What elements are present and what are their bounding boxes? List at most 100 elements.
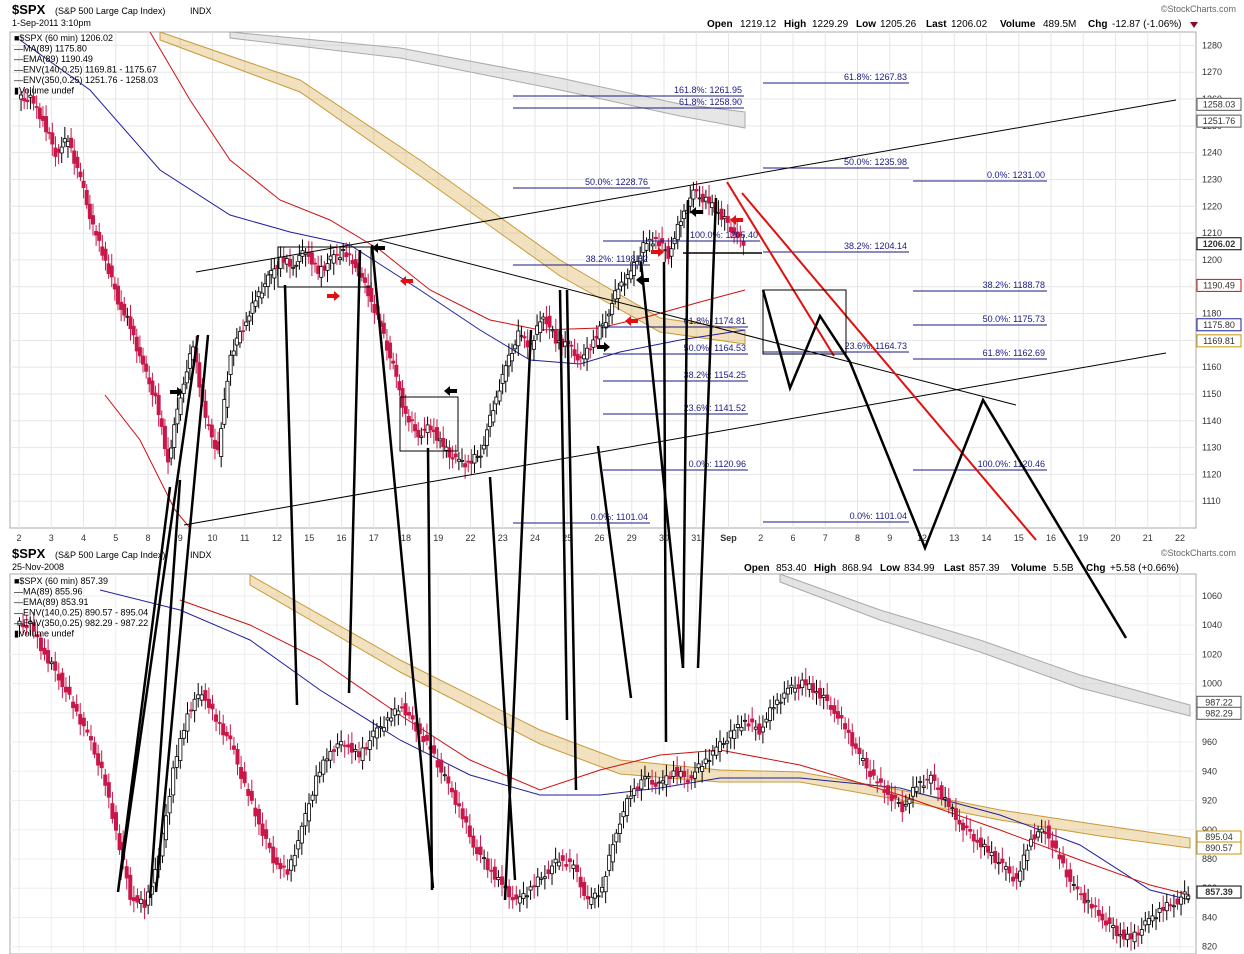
top-candle-body [413,424,418,432]
bottom-candle-body [657,781,662,784]
top-open-value: 1219.12 [740,19,777,30]
top-x-tick-label: 7 [823,533,828,543]
bottom-exchange: INDX [190,550,212,560]
bottom-candle-body [932,774,937,781]
bottom-candle-body [596,895,601,898]
bottom-candle-body [707,760,712,763]
top-candle-body [212,439,217,449]
bottom-candle-body [725,740,730,744]
bottom-candle-body [321,759,326,775]
bottom-candle-body [750,718,755,723]
top-candle-body [638,255,643,262]
bottom-candle-body [164,815,169,841]
bottom-candle-body [986,845,991,853]
top-candle-body [616,288,621,300]
top-candle-body [606,313,611,317]
bottom-candle-body [335,743,340,749]
top-y-tick-label: 1240 [1202,148,1222,158]
bottom-candle-body [239,767,244,779]
bottom-candle-body [467,825,472,838]
top-y-tick-label: 1220 [1202,201,1222,211]
bottom-env140-band [249,574,1191,849]
top-candle-body [610,303,615,315]
top-candle-body [603,322,608,329]
bottom-candle-body [299,825,304,844]
top-candle-body [372,303,377,314]
bottom-candle-body [943,797,948,800]
top-candle-body [631,262,636,276]
bottom-candle-body [703,758,708,764]
top-candle-body [359,272,364,278]
fib-level-label: 50.0%: 1164.53 [684,343,746,353]
top-candle-body [338,257,343,261]
bottom-candle-body [24,625,29,629]
bottom-candle-body [1057,854,1062,860]
bottom-candle-body [875,781,880,784]
correlation-connector-line [696,197,718,669]
top-candle-body [641,242,646,254]
bottom-candle-body [853,743,858,749]
red-arrow-icon [400,276,413,286]
correlation-connector-line [154,334,210,893]
top-candle-body [397,381,402,391]
bottom-candle-body [449,787,454,793]
top-x-tick-label: 2 [16,533,21,543]
bottom-candle-body [632,788,637,796]
top-candle-body [434,427,439,441]
bottom-candle-body [603,875,608,893]
top-candle-body [147,377,152,385]
top-candle-body [563,341,568,347]
top-candle-body [650,243,655,247]
top-candle-body [334,253,339,256]
top-x-tick-label: Sep [720,533,737,543]
bottom-candle-body [1150,915,1155,922]
bottom-candle-body [864,757,869,769]
black-arrow-icon [170,387,183,397]
bottom-candle-body [642,776,647,780]
top-candle-body [331,254,336,264]
top-candle-body [553,329,558,344]
bottom-candle-body [317,771,322,777]
bottom-candle-body [178,738,183,762]
top-candle-body [522,336,527,339]
bottom-candle-body [918,781,923,783]
bottom-candle-body [1003,866,1008,870]
top-y-tick-label: 1280 [1202,40,1222,50]
top-candle-body [535,325,540,335]
top-candle-body [472,453,477,464]
bottom-candle-body [71,701,76,709]
top-candle-body [50,132,55,145]
correlation-connector-line [370,244,435,889]
bottom-candle-body [1032,834,1037,840]
top-candle-body [700,193,705,203]
bottom-candle-body [410,715,415,720]
bottom-candle-body [1186,895,1191,900]
bottom-y-tick-label: 1060 [1202,591,1222,601]
bottom-low-label: Low [880,563,900,574]
bottom-candle-body [1143,920,1148,926]
top-candle-body [544,316,549,325]
bottom-candle-body [1000,858,1005,864]
top-candle-body [666,246,671,259]
top-value-badge [1196,237,1242,251]
top-candle-body [485,429,490,446]
top-candle-body [256,291,261,298]
bottom-candle-body [961,822,966,831]
top-y-tick-label: 1270 [1202,67,1222,77]
bottom-candle-body [521,893,526,899]
bottom-candle-body [771,707,776,710]
correlation-connector-line [426,447,434,891]
bottom-candle-body [832,705,837,714]
bottom-candle-body [968,828,973,832]
bottom-candle-body [778,701,783,704]
top-open-label: Open [707,19,733,30]
top-candle-body [619,281,624,287]
top-candle-body [219,428,224,457]
bottom-candle-body [1053,840,1058,849]
bottom-candle-body [167,796,172,814]
top-legend-item: —ENV(140,0.25) 1169.81 - 1175.67 [14,65,157,75]
bottom-candle-body [221,723,226,736]
bottom-candle-body [1107,917,1112,925]
bottom-candle-body [975,839,980,843]
bottom-candle-body [296,840,301,850]
